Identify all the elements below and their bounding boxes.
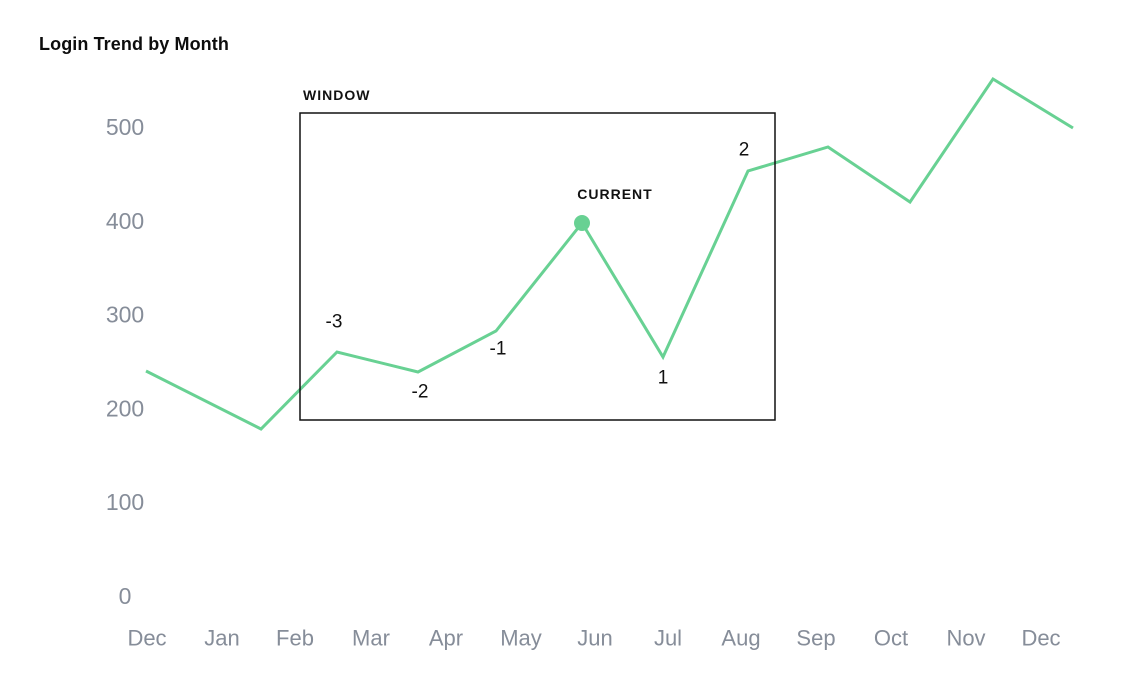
chart-title: Login Trend by Month xyxy=(39,34,229,54)
x-tick-label: Sep xyxy=(796,626,835,651)
x-tick-label: Dec xyxy=(1021,626,1060,651)
window-box xyxy=(299,112,776,421)
current-point-dot xyxy=(574,215,590,231)
x-tick-label: May xyxy=(500,626,542,651)
y-tick-label: 0 xyxy=(119,583,132,609)
y-tick-label: 300 xyxy=(106,302,144,328)
x-tick-label: Apr xyxy=(429,626,463,651)
point-offset-label: 2 xyxy=(739,140,750,161)
x-tick-label: Nov xyxy=(946,626,985,651)
y-tick-label: 100 xyxy=(106,489,144,515)
current-label: CURRENT xyxy=(577,186,652,202)
x-tick-label: Dec xyxy=(127,626,166,651)
y-tick-label: 200 xyxy=(106,395,144,421)
point-offset-label: -2 xyxy=(412,382,429,403)
y-tick-label: 400 xyxy=(106,208,144,234)
point-offset-label: -1 xyxy=(490,339,507,360)
x-tick-label: Jul xyxy=(654,626,682,651)
x-tick-label: Oct xyxy=(874,626,908,651)
trend-line xyxy=(145,76,1074,431)
window-label: WINDOW xyxy=(303,87,370,103)
point-offset-label: -3 xyxy=(326,312,343,333)
x-tick-label: Feb xyxy=(276,626,314,651)
x-tick-label: Jun xyxy=(577,626,612,651)
y-tick-label: 500 xyxy=(106,114,144,140)
x-tick-label: Mar xyxy=(352,626,390,651)
x-tick-label: Jan xyxy=(204,626,239,651)
point-offset-label: 1 xyxy=(658,368,669,389)
x-tick-label: Aug xyxy=(721,626,760,651)
